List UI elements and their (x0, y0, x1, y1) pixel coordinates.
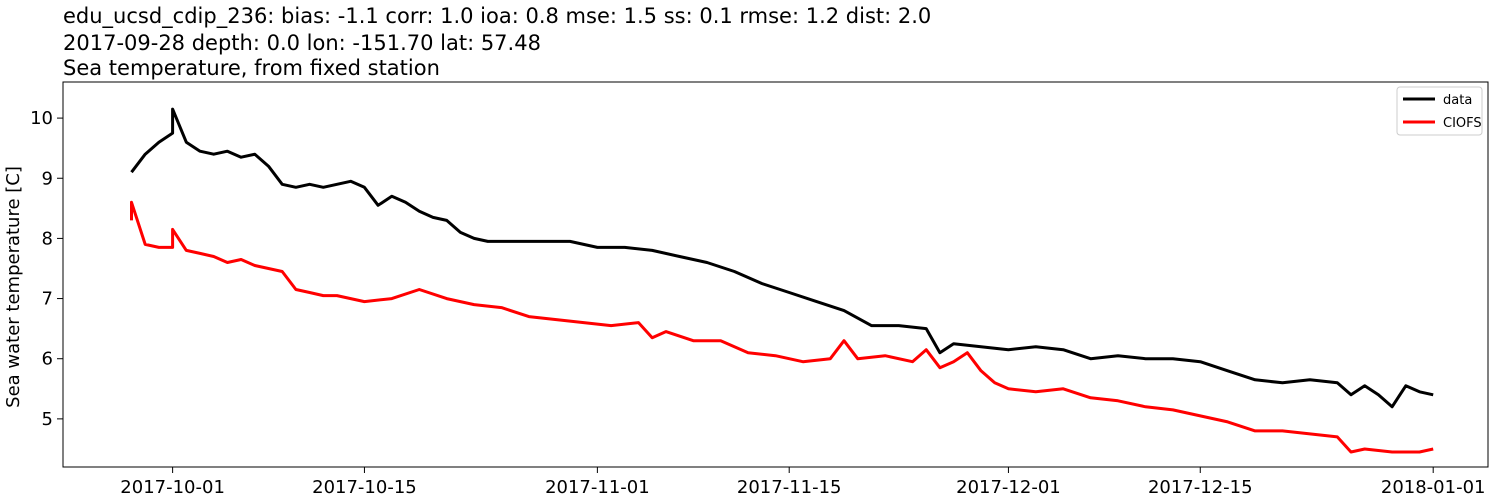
y-tick-label: 5 (42, 409, 53, 430)
y-tick-label: 7 (42, 289, 53, 310)
plot-frame (62, 81, 1489, 468)
chart-title-line-3: Sea temperature, from fixed station (63, 56, 440, 80)
x-tick-label: 2018-01-01 (1381, 477, 1486, 498)
series-line-data (130, 107, 1434, 409)
y-axis-label: Sea water temperature [C] (3, 166, 24, 408)
series-line-ciofs (130, 200, 1434, 454)
x-tick-label: 2017-10-01 (120, 477, 225, 498)
y-tick-label: 10 (30, 108, 53, 129)
x-tick-label: 2017-11-01 (545, 477, 650, 498)
x-tick-label: 2017-12-15 (1148, 477, 1253, 498)
legend: data CIOFS (1396, 86, 1483, 136)
chart-title-line-2: 2017-09-28 depth: 0.0 lon: -151.70 lat: … (63, 31, 541, 55)
plot-area: 5 6 7 8 9 10 2017-10-01 2017-10-15 2017-11-01 201… (30, 107, 1486, 498)
x-tick-label: 2017-12-01 (956, 477, 1061, 498)
chart-title-line-1: edu_ucsd_cdip_236: bias: -1.1 corr: 1.0 … (63, 4, 931, 29)
x-tick-label: 2017-10-15 (312, 477, 417, 498)
y-tick-label: 6 (42, 349, 53, 370)
legend-data-label: data (1443, 93, 1472, 108)
y-tick-label: 8 (42, 228, 53, 249)
y-tick-label: 9 (42, 168, 53, 189)
x-tick-label: 2017-11-15 (737, 477, 842, 498)
legend-ciofs-label: CIOFS (1443, 116, 1482, 131)
